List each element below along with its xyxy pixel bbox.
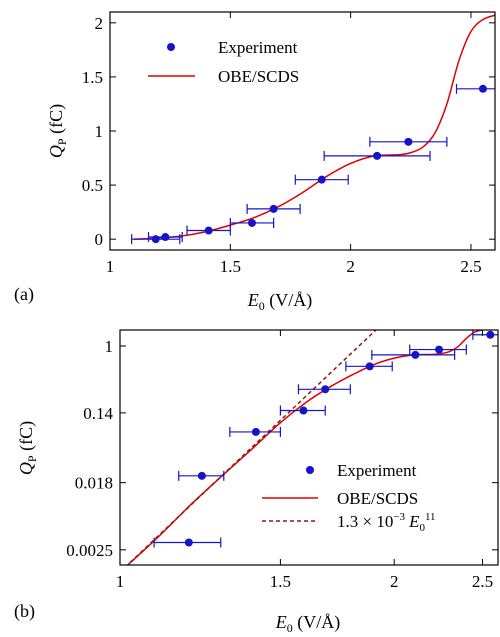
experiment-point xyxy=(229,426,282,437)
y-tick-label: 0 xyxy=(95,230,104,249)
experiment-marker xyxy=(373,151,382,160)
plot-area-a xyxy=(131,14,495,245)
experiment-point xyxy=(279,405,326,416)
experiment-point xyxy=(147,232,183,243)
experiment-point xyxy=(131,234,181,245)
x-tick-label: 2 xyxy=(390,572,399,591)
panel-a: 1 1.5 2 2.5 0 0.5 1 1.5 2 Experiment OBE/SCDS E0… xyxy=(14,11,496,313)
plot-area-b xyxy=(126,330,498,565)
experiment-point xyxy=(455,83,495,94)
tick-marks-a xyxy=(109,12,495,250)
experiment-point xyxy=(472,330,498,340)
obe-scds-line xyxy=(126,330,483,565)
experiment-marker xyxy=(184,538,193,547)
legend-b: Experiment OBE/SCDS 1.3 × 10−3 E011 xyxy=(262,461,436,534)
experiment-marker xyxy=(317,175,326,184)
panel-b: 1 1.5 2 2.5 0.0025 0.018 0.14 1 Experiment OBE/… xyxy=(14,329,499,635)
experiment-point xyxy=(345,361,393,372)
experiment-point xyxy=(229,217,275,228)
x-axis-label-b: E0 (V/Å) xyxy=(275,612,341,635)
power-law-line xyxy=(126,330,377,565)
y-tick-label: 0.018 xyxy=(75,474,113,493)
y-tick-label: 0.0025 xyxy=(66,541,113,560)
experiment-point xyxy=(294,174,349,185)
experiment-point xyxy=(371,349,456,360)
obe-scds-line xyxy=(134,14,495,240)
legend-label-experiment-b: Experiment xyxy=(337,461,417,480)
y-tick-label: 1 xyxy=(105,337,114,356)
experiment-marker xyxy=(435,345,444,354)
legend-marker-experiment-b xyxy=(306,466,314,474)
tick-labels-a: 1 1.5 2 2.5 0 0.5 1 1.5 2 xyxy=(82,14,482,276)
experiment-point xyxy=(297,384,351,395)
legend-label-obe-b: OBE/SCDS xyxy=(337,489,418,508)
tick-marks-b xyxy=(119,330,498,565)
experiment-marker xyxy=(365,362,374,371)
experiment-point xyxy=(409,344,467,355)
x-tick-label: 2 xyxy=(346,257,355,276)
y-axis-label-a: QP (fC) xyxy=(46,104,69,158)
experiment-marker xyxy=(151,235,160,244)
x-tick-label: 1.5 xyxy=(220,257,241,276)
experiment-point xyxy=(246,203,301,214)
y-tick-label: 0.5 xyxy=(82,176,103,195)
y-tick-label: 0.14 xyxy=(83,404,113,423)
tick-labels-b: 1 1.5 2 2.5 0.0025 0.018 0.14 1 xyxy=(66,337,493,591)
experiment-marker xyxy=(299,406,308,415)
legend-label-experiment-a: Experiment xyxy=(218,38,298,57)
x-tick-label: 1.5 xyxy=(270,572,291,591)
experiment-point xyxy=(153,537,222,548)
axes-frame-b xyxy=(119,329,499,566)
legend-marker-experiment-a xyxy=(167,43,175,51)
panel-label-a: (a) xyxy=(14,284,34,305)
panel-label-b: (b) xyxy=(14,601,35,622)
x-tick-label: 2.5 xyxy=(460,257,481,276)
x-axis-label-a: E0 (V/Å) xyxy=(247,290,313,313)
x-tick-label: 2.5 xyxy=(472,572,493,591)
legend-label-obe-a: OBE/SCDS xyxy=(218,67,299,86)
experiment-point xyxy=(369,136,448,147)
x-tick-label: 1 xyxy=(106,257,115,276)
experiment-marker xyxy=(486,330,495,339)
experiment-marker xyxy=(251,427,260,436)
experiment-marker xyxy=(204,226,213,235)
experiment-marker xyxy=(247,218,256,227)
axes-frame-a xyxy=(109,11,496,251)
experiment-marker xyxy=(404,137,413,146)
y-axis-label-b: QP (fC) xyxy=(16,421,39,475)
y-tick-label: 2 xyxy=(95,14,104,33)
legend-a: Experiment OBE/SCDS xyxy=(148,38,299,86)
experiment-point xyxy=(323,150,431,161)
experiment-marker xyxy=(269,204,278,213)
experiment-point xyxy=(186,225,231,236)
experiment-marker xyxy=(478,84,487,93)
experiment-marker xyxy=(411,350,420,359)
y-tick-label: 1 xyxy=(95,122,104,141)
x-tick-label: 1 xyxy=(116,572,125,591)
experiment-marker xyxy=(197,471,206,480)
y-tick-label: 1.5 xyxy=(82,68,103,87)
experiment-marker xyxy=(321,385,330,394)
experiment-point xyxy=(178,470,225,481)
legend-label-powerlaw-b: 1.3 × 10−3 E011 xyxy=(337,511,436,534)
experiment-marker xyxy=(161,233,170,242)
